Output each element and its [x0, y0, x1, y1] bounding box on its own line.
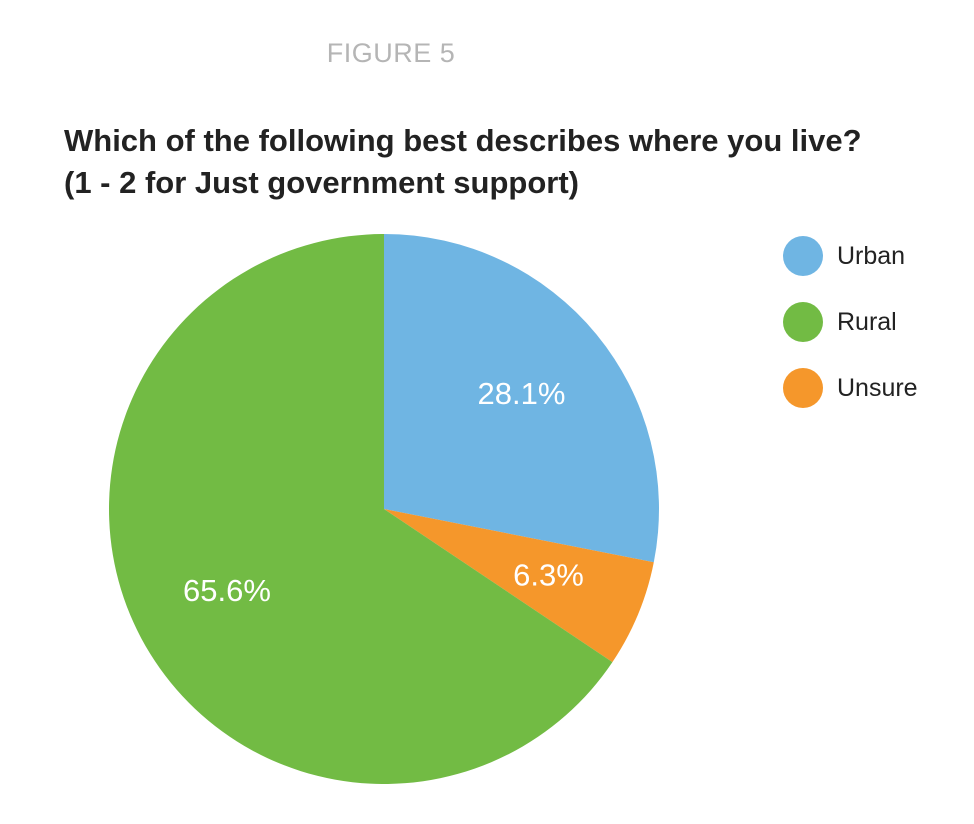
pie-slice-urban: [384, 234, 660, 563]
chart-title-line-1: Which of the following best describes wh…: [64, 123, 862, 158]
pie-slice-rural: [108, 233, 613, 785]
legend-swatch-urban: [783, 236, 823, 276]
figure-label: FIGURE 5: [326, 38, 456, 68]
chart-title: Which of the following best describes wh…: [64, 120, 944, 204]
legend: Urban Rural Unsure: [783, 234, 918, 432]
legend-label-unsure: Unsure: [837, 373, 918, 402]
legend-item-urban: Urban: [783, 234, 918, 278]
slice-label-urban: 28.1%: [478, 376, 566, 411]
legend-item-rural: Rural: [783, 300, 918, 344]
slice-label-unsure: 6.3%: [513, 557, 584, 592]
legend-swatch-unsure: [783, 368, 823, 408]
legend-swatch-rural: [783, 302, 823, 342]
legend-item-unsure: Unsure: [783, 366, 918, 410]
slice-label-rural: 65.6%: [183, 573, 271, 608]
legend-label-rural: Rural: [837, 307, 897, 336]
pie-slice-unsure: [384, 509, 654, 663]
legend-label-urban: Urban: [837, 241, 906, 270]
chart-title-line-2: (1 - 2 for Just government support): [64, 165, 579, 200]
